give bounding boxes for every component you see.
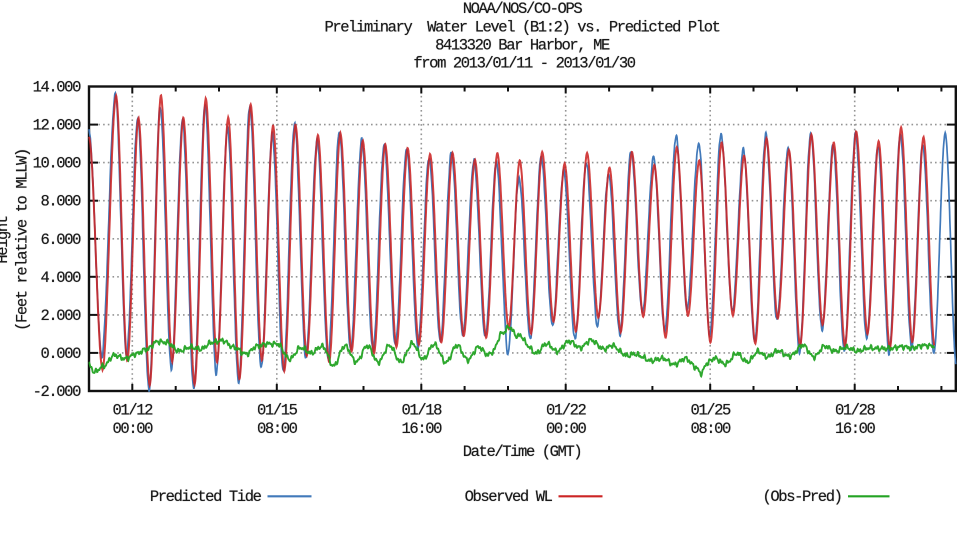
svg-text:0.000: 0.000 [40, 345, 81, 363]
svg-text:4.000: 4.000 [40, 269, 81, 287]
svg-text:Date/Time (GMT): Date/Time (GMT) [463, 443, 582, 461]
svg-text:01/12: 01/12 [113, 402, 154, 420]
svg-text:01/18: 01/18 [402, 402, 443, 420]
svg-text:(Obs-Pred): (Obs-Pred) [762, 488, 841, 506]
svg-text:Predicted Tide: Predicted Tide [150, 488, 262, 506]
svg-text:from 2013/01/11 - 2013/01/30: from 2013/01/11 - 2013/01/30 [413, 55, 635, 73]
svg-text:00:00: 00:00 [546, 420, 587, 438]
svg-text:01/25: 01/25 [690, 402, 731, 420]
svg-text:Preliminary Water Level (B1:2: Preliminary Water Level (B1:2) vs. Predi… [324, 19, 719, 37]
svg-text:10.000: 10.000 [33, 155, 82, 173]
svg-text:16:00: 16:00 [835, 420, 876, 438]
svg-text:(Feet relative to MLLW): (Feet relative to MLLW) [14, 149, 32, 331]
svg-text:00:00: 00:00 [113, 420, 154, 438]
svg-text:8413320 Bar Harbor, ME: 8413320 Bar Harbor, ME [435, 37, 610, 55]
svg-text:-2.000: -2.000 [33, 383, 82, 401]
svg-text:08:00: 08:00 [690, 420, 731, 438]
svg-text:Height: Height [0, 216, 12, 264]
svg-text:Observed WL: Observed WL [465, 488, 553, 506]
svg-text:14.000: 14.000 [33, 79, 82, 97]
svg-text:01/28: 01/28 [835, 402, 876, 420]
svg-text:NOAA/NOS/CO-OPS: NOAA/NOS/CO-OPS [463, 0, 583, 18]
svg-text:6.000: 6.000 [40, 231, 81, 249]
svg-text:12.000: 12.000 [33, 117, 82, 135]
svg-text:8.000: 8.000 [40, 193, 81, 211]
svg-text:16:00: 16:00 [402, 420, 443, 438]
svg-text:08:00: 08:00 [257, 420, 298, 438]
svg-text:01/22: 01/22 [546, 402, 587, 420]
svg-text:01/15: 01/15 [257, 402, 298, 420]
svg-text:2.000: 2.000 [40, 307, 81, 325]
